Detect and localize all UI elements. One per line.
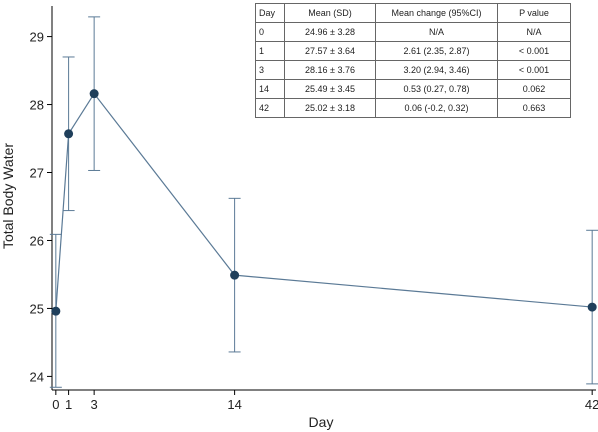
data-point: [89, 89, 99, 99]
data-point: [64, 129, 74, 139]
x-tick-label: 14: [227, 397, 241, 412]
table-header-change: Mean change (95%CI): [375, 3, 498, 23]
table-body: 0 24.96 ± 3.28 N/A N/A 1 27.57 ± 3.64 2.61 (2.…: [255, 22, 571, 118]
table-row: 0 24.96 ± 3.28 N/A N/A: [255, 22, 571, 42]
data-point: [51, 306, 61, 316]
data-points: [51, 89, 597, 316]
table-header-row: Day Mean (SD) Mean change (95%CI) P valu…: [255, 3, 571, 23]
table-cell: 24.96 ± 3.28: [284, 22, 376, 42]
y-tick-label: 28: [30, 98, 44, 113]
table-cell: N/A: [497, 22, 571, 42]
axes: [47, 6, 596, 395]
table-cell: 42: [255, 98, 285, 118]
table-cell: 25.49 ± 3.45: [284, 79, 376, 99]
y-tick-label: 25: [30, 301, 44, 316]
y-tick-label: 27: [30, 166, 44, 181]
table-row: 3 28.16 ± 3.76 3.20 (2.94, 3.46) < 0.001: [255, 60, 571, 80]
data-point: [587, 302, 597, 312]
table-row: 14 25.49 ± 3.45 0.53 (0.27, 0.78) 0.062: [255, 79, 571, 99]
table-cell: 0: [255, 22, 285, 42]
table-cell: 25.02 ± 3.18: [284, 98, 376, 118]
table-header-mean: Mean (SD): [284, 3, 376, 23]
table-cell: 14: [255, 79, 285, 99]
table-cell: 27.57 ± 3.64: [284, 41, 376, 61]
y-tick-label: 24: [30, 369, 44, 384]
x-tick-label: 42: [585, 397, 598, 412]
x-axis-title: Day: [309, 414, 334, 430]
table-row: 42 25.02 ± 3.18 0.06 (-0.2, 0.32) 0.663: [255, 98, 571, 118]
x-tick-label: 0: [52, 397, 59, 412]
table-cell: < 0.001: [497, 41, 571, 61]
table-row: 1 27.57 ± 3.64 2.61 (2.35, 2.87) < 0.001: [255, 41, 571, 61]
table-cell: 0.06 (-0.2, 0.32): [375, 98, 498, 118]
table-cell: 0.53 (0.27, 0.78): [375, 79, 498, 99]
table-cell: 0.663: [497, 98, 571, 118]
table-cell: 2.61 (2.35, 2.87): [375, 41, 498, 61]
table-cell: 3.20 (2.94, 3.46): [375, 60, 498, 80]
table-cell: 0.062: [497, 79, 571, 99]
y-axis-title: Total Body Water: [0, 143, 16, 249]
table-header-pvalue: P value: [497, 3, 571, 23]
series-polyline: [55, 92, 593, 312]
x-tick-label: 3: [91, 397, 98, 412]
data-point: [230, 270, 240, 280]
series-line: [55, 92, 593, 312]
table-cell: < 0.001: [497, 60, 571, 80]
summary-table: Day Mean (SD) Mean change (95%CI) P valu…: [255, 3, 571, 118]
table-cell: 3: [255, 60, 285, 80]
table-cell: N/A: [375, 22, 498, 42]
table-cell: 1: [255, 41, 285, 61]
x-tick-label: 1: [65, 397, 72, 412]
table-cell: 28.16 ± 3.76: [284, 60, 376, 80]
table-header-day: Day: [255, 3, 285, 23]
y-tick-label: 26: [30, 233, 44, 248]
y-tick-label: 29: [30, 30, 44, 45]
